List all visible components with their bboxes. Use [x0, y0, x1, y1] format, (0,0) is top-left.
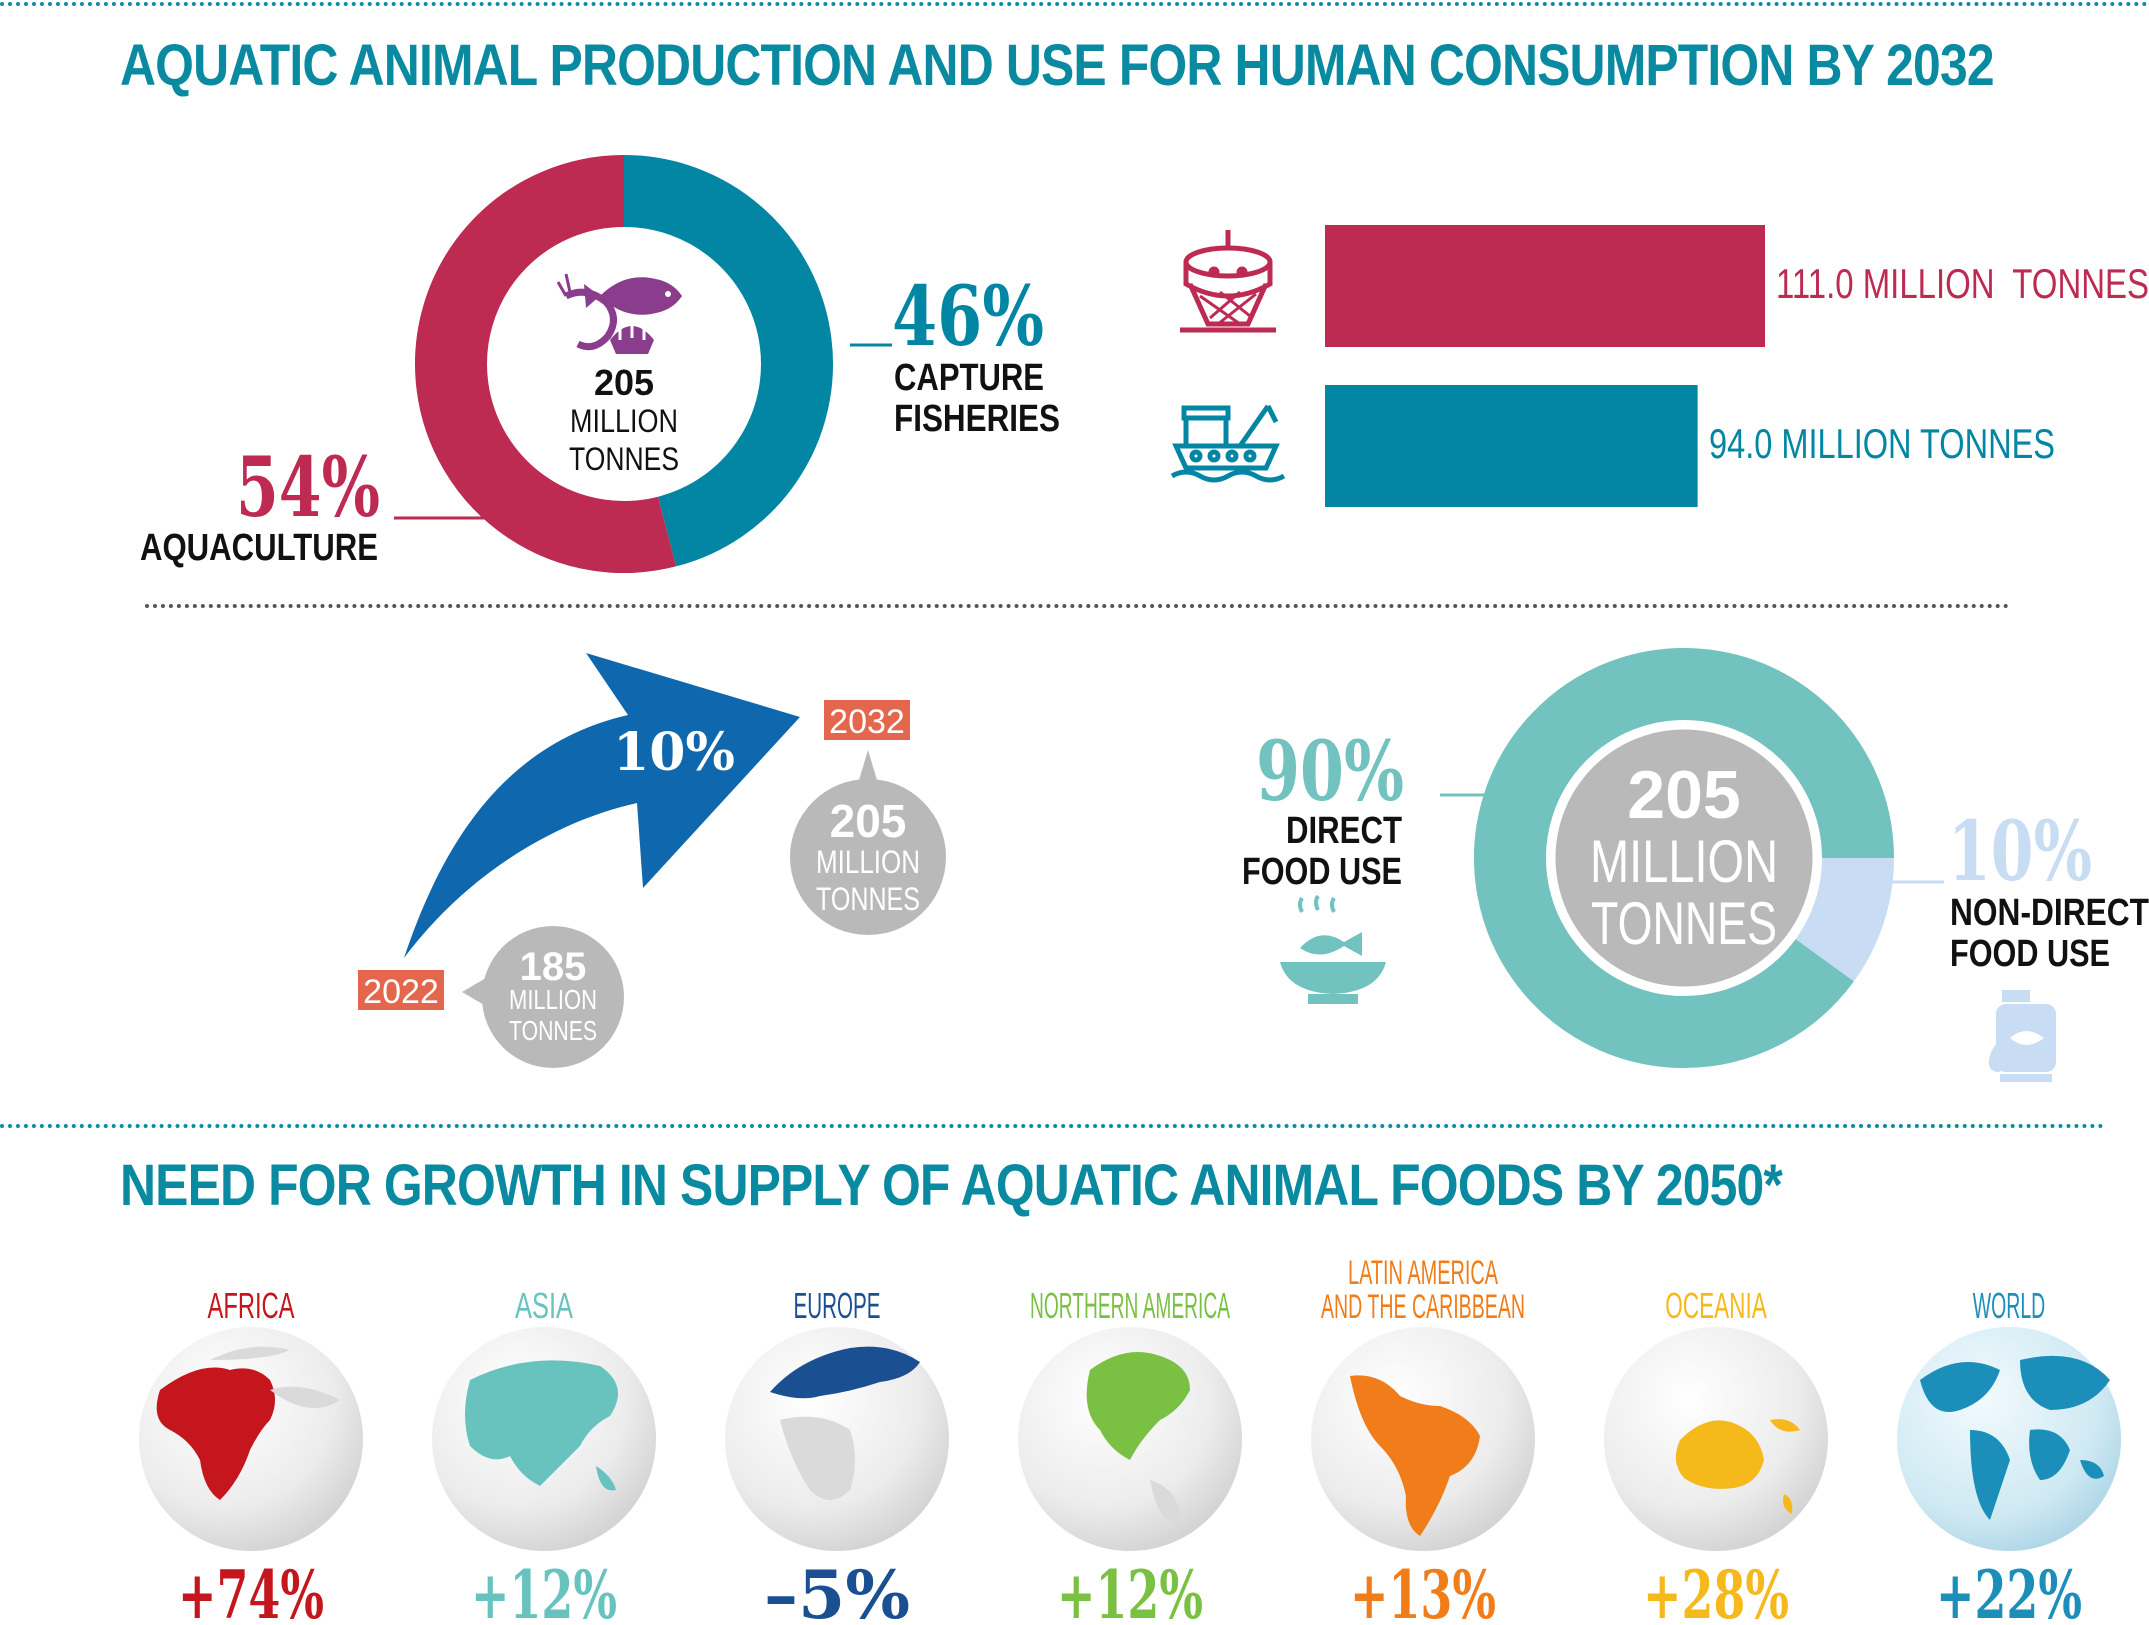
bubble-2022-value: 185	[520, 945, 587, 989]
region-value-northern-america: +12%	[1057, 1556, 1203, 1625]
year-2032-label: 2032	[829, 703, 905, 741]
growth-arrow	[404, 653, 800, 958]
donut2-center	[1550, 724, 1818, 992]
region-name-europe: EUROPE	[794, 1285, 881, 1326]
globe-world	[1897, 1327, 2121, 1551]
bubble-2022-line1: MILLION	[509, 984, 597, 1015]
region-name-northern-america: NORTHERN AMERICA	[1030, 1285, 1230, 1326]
bar-aquaculture-label: 111.0 MILLION TONNES	[1776, 260, 2149, 307]
region-name-africa: AFRICA	[208, 1285, 295, 1326]
donut1-center-line2: TONNES	[569, 441, 679, 477]
donut-center	[495, 233, 757, 495]
donut-slice-capture	[623, 155, 833, 567]
globe-oceania	[1604, 1327, 1828, 1551]
bar-capture-label: 94.0 MILLION TONNES	[1709, 420, 2055, 467]
nondirect-label-line1: NON-DIRECT	[1950, 892, 2149, 934]
capture-label-line1: CAPTURE	[894, 357, 1044, 399]
bubble-2022-line2: TONNES	[509, 1015, 597, 1046]
nondirect-percent: 10%	[1948, 804, 2092, 900]
nondirect-label-line2: FOOD USE	[1950, 933, 2110, 975]
region-value-world: +22%	[1936, 1556, 2082, 1625]
globe-europe	[725, 1327, 949, 1551]
bar-capture	[1325, 385, 1698, 507]
region-value-latin-america: +13%	[1350, 1556, 1496, 1625]
region-value-europe: –5%	[764, 1556, 910, 1625]
middle-dotted-rule	[145, 604, 2010, 608]
globe-africa	[139, 1327, 363, 1551]
bubble-2022	[462, 926, 624, 1068]
lower-dotted-rule	[0, 1124, 2105, 1128]
donut1-center-value: 205	[594, 362, 654, 403]
bubble-2032	[790, 750, 946, 935]
top-dotted-rule	[0, 2, 2149, 6]
donut1-center-line1: MILLION	[570, 403, 678, 439]
direct-percent: 90%	[1256, 724, 1404, 820]
bubble-2032-value: 205	[830, 795, 907, 847]
donut-slice-aquaculture	[415, 155, 676, 573]
globe-latin-america	[1311, 1327, 1535, 1551]
bubble-2032-line2: TONNES	[816, 881, 920, 917]
capture-label-line2: FISHERIES	[894, 398, 1060, 440]
bubble-2032-line1: MILLION	[816, 844, 920, 880]
main-title: AQUATIC ANIMAL PRODUCTION AND USE FOR HU…	[120, 33, 1995, 98]
section-title-growth: NEED FOR GROWTH IN SUPPLY OF AQUATIC ANI…	[120, 1153, 1783, 1218]
growth-percent: 10%	[613, 722, 735, 783]
aquaculture-label: AQUACULTURE	[140, 527, 378, 569]
region-value-oceania: +28%	[1643, 1556, 1789, 1625]
fish-oil-bottle-icon	[1988, 990, 2056, 1082]
donut-slice-direct	[1474, 648, 1894, 1068]
fish-bowl-icon	[1280, 894, 1386, 1004]
direct-label-line2: FOOD USE	[1242, 851, 1402, 893]
donut2-center-line2: TONNES	[1591, 890, 1777, 957]
region-value-africa: +74%	[178, 1556, 324, 1625]
region-name-oceania: OCEANIA	[1665, 1285, 1767, 1326]
globe-asia	[432, 1327, 656, 1551]
direct-label-line1: DIRECT	[1286, 810, 1402, 852]
region-name-line1-latin-america: LATIN AMERICA	[1348, 1254, 1498, 1292]
region-name-asia: ASIA	[515, 1285, 573, 1326]
aquaculture-cage-icon	[1180, 230, 1276, 333]
capture-percent: 46%	[892, 269, 1044, 365]
seafood-icon	[556, 273, 682, 354]
globe-northern-america	[1018, 1327, 1242, 1551]
year-tag-2032	[824, 700, 910, 740]
donut2-center-value: 205	[1627, 757, 1740, 833]
donut-slice-nondirect	[1795, 856, 1894, 982]
year-tag-2022	[358, 970, 444, 1010]
bar-aquaculture	[1325, 225, 1765, 347]
fishing-vessel-icon	[1170, 404, 1286, 483]
region-name-line2-latin-america: AND THE CARIBBEAN	[1321, 1288, 1525, 1326]
year-2022-label: 2022	[363, 973, 439, 1011]
region-value-asia: +12%	[471, 1556, 617, 1625]
aquaculture-percent: 54%	[236, 440, 380, 536]
region-name-world: WORLD	[1973, 1285, 2046, 1326]
donut2-center-line1: MILLION	[1590, 828, 1778, 895]
